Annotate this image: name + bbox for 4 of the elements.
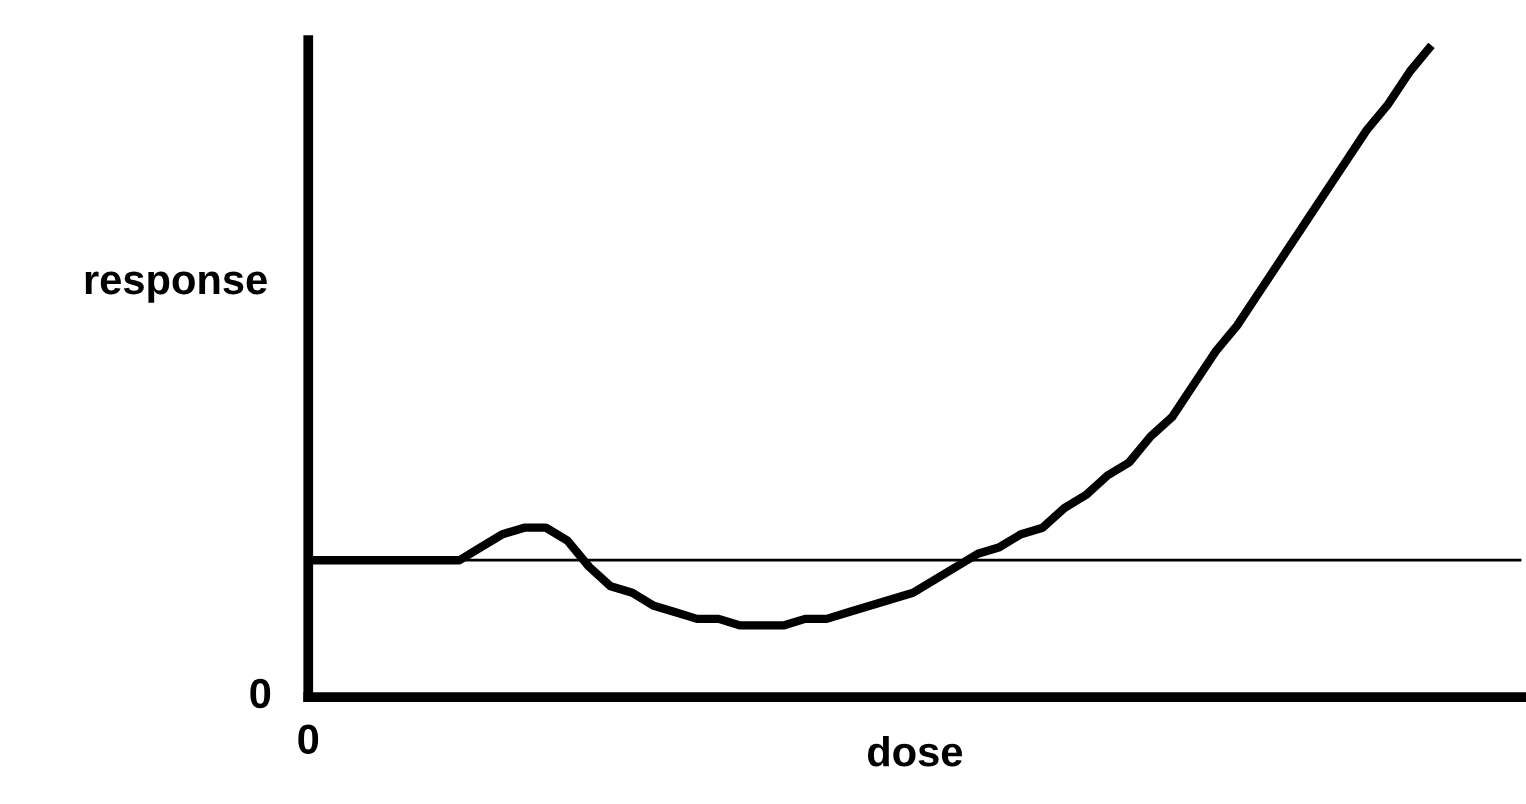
y-axis-title: response [85, 271, 267, 303]
text: 0 [250, 678, 271, 709]
text: 0 [298, 724, 319, 754]
x-axis-title: dose [867, 735, 963, 767]
